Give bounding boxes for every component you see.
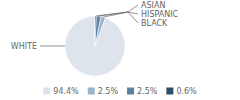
leader-line: [96, 12, 128, 16]
pie: [65, 16, 125, 76]
leader-line: [40, 46, 65, 47]
slice-label: HISPANIC: [141, 10, 179, 19]
legend-label: 2.5%: [137, 87, 158, 96]
pie-slice: [65, 16, 125, 76]
slice-label: BLACK: [141, 19, 168, 28]
legend-swatch: [88, 88, 95, 95]
leader-line: [128, 5, 138, 12]
leader-line: [128, 12, 138, 23]
pie-slice: [95, 16, 96, 46]
slice-label: ASIAN: [141, 1, 165, 10]
legend: 94.4% 2.5% 2.5% 0.6%: [43, 87, 197, 96]
legend-swatch: [43, 88, 50, 95]
legend-label: 0.6%: [176, 87, 197, 96]
legend-swatch: [166, 88, 173, 95]
pie-slice: [95, 16, 101, 46]
legend-swatch: [127, 88, 134, 95]
legend-label: 94.4%: [53, 87, 79, 96]
legend-label: 2.5%: [98, 87, 119, 96]
pie-slice: [95, 17, 105, 46]
chart: WHITE ASIANHISPANICBLACK 94.4% 2.5% 2.5% 0.6%: [0, 0, 240, 100]
slice-label: WHITE: [11, 42, 37, 51]
